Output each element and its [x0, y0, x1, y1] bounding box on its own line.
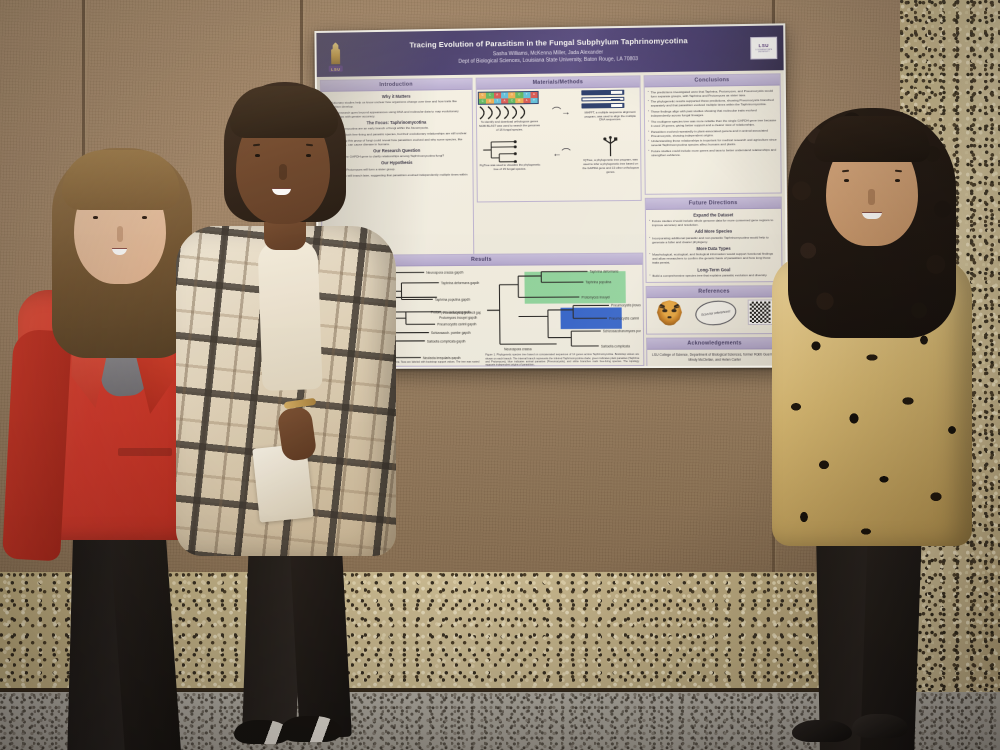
- lsu-tiger-mascot-icon: [655, 300, 683, 325]
- center-presenter-sneaker: [280, 716, 342, 742]
- conclusions-bullet: Parasitism evolved repeatedly in plant-a…: [648, 128, 777, 138]
- section-references: References Scan for references!: [646, 285, 784, 334]
- acknowledgements-text: LSU College of Science, Department of Bi…: [647, 350, 782, 366]
- section-conclusions-body: The predictions investigated were that T…: [645, 86, 781, 194]
- future-directions-subheading: More Data Types: [649, 245, 778, 251]
- methods-caption-iqtree: IQTree, a phylogenetic tree program, was…: [582, 159, 639, 175]
- references-row: Scan for references!: [647, 298, 782, 328]
- right-presenter-flat: [792, 720, 852, 742]
- sequence-alignment-icon: [581, 90, 624, 109]
- poster-banner: LSU Tracing Evolution of Parasitism in t…: [316, 25, 783, 77]
- tower-icon: [329, 42, 342, 64]
- conclusions-bullet: The predictions investigated were that T…: [648, 88, 777, 98]
- species-tree-caption: Figure 1. Phylogenetic species tree base…: [483, 352, 641, 367]
- dna-helix-icon: [478, 105, 539, 120]
- future-directions-subheading: Expand the Dataset: [649, 211, 778, 217]
- svg-text:Saitoella complicata gapdh: Saitoella complicata gapdh: [427, 339, 466, 343]
- section-future-directions: Future Directions Expand the DatasetFutu…: [645, 197, 783, 284]
- methods-caption-mafft: MAFFT, a multiple sequence alignment pro…: [582, 111, 639, 123]
- lsu-box-sub-label: LOUISIANA STATE UNIVERSITY: [751, 49, 776, 54]
- svg-text:Pneumocystis carinii gapdh: Pneumocystis carinii gapdh: [437, 322, 476, 326]
- phylogenetic-tree-icon: [478, 137, 535, 164]
- dna-base-pair: TA: [523, 92, 530, 103]
- svg-text:Taphrina populina gapdh: Taphrina populina gapdh: [435, 298, 471, 302]
- dna-base-pair: AT: [493, 92, 500, 103]
- methods-workflow-figure: GCCGATTAGCCGTAAT To identify and downloa…: [477, 87, 641, 201]
- methods-caption-figtree: FigTree was used to visualize the phylog…: [478, 164, 541, 172]
- section-references-heading: References: [647, 286, 782, 298]
- section-conclusions: Conclusions The predictions investigated…: [644, 73, 782, 195]
- section-future-directions-body: Expand the DatasetFuture studies should …: [646, 209, 782, 282]
- presenter-right: [770, 108, 985, 748]
- future-directions-bullet: Morphological, ecological, and biologica…: [649, 252, 778, 265]
- svg-text:Protomyces inouyei gapdh: Protomyces inouyei gapdh: [439, 316, 477, 320]
- lsu-box-logo: LSU LOUISIANA STATE UNIVERSITY: [750, 37, 777, 60]
- dna-base-pair: AT: [530, 92, 537, 103]
- species-tree-figure: Taphrina deformans Taphrina populina Pro…: [482, 267, 641, 353]
- svg-text:Taphrina populina: Taphrina populina: [585, 280, 611, 284]
- poster-title-block: Tracing Evolution of Parasitism in the F…: [348, 36, 750, 67]
- section-materials-methods: Materials/Methods GCCGATTAGCCGTAAT To id…: [476, 75, 642, 202]
- conclusions-bullet: These findings align with past studies s…: [648, 108, 777, 118]
- center-presenter-inner-top: [257, 239, 322, 391]
- conclusions-bullet: Future studies could include more genes …: [648, 148, 777, 158]
- arrow-right-icon: ⌒→: [552, 105, 570, 118]
- future-directions-subheading: Long-Term Goal: [650, 266, 779, 272]
- future-directions-bullet: Incorporating additional parasitic and n…: [649, 235, 778, 244]
- lsu-memorial-tower-logo: LSU: [322, 37, 348, 71]
- poster-column-right: Conclusions The predictions investigated…: [644, 73, 784, 365]
- svg-text:Taphrina deformans gapdh: Taphrina deformans gapdh: [441, 281, 480, 285]
- methods-step-figtree: FigTree was used to visualize the phylog…: [478, 137, 541, 173]
- svg-text:Schizosacch. pombe gapdh: Schizosacch. pombe gapdh: [431, 331, 471, 335]
- conclusions-bullet: The phylogenetic results supported these…: [648, 98, 777, 108]
- methods-step-mafft: MAFFT, a multiple sequence alignment pro…: [581, 90, 639, 123]
- future-directions-bullet: Future studies should include whole geno…: [649, 218, 778, 227]
- section-acknowledgements-heading: Acknowledgements: [647, 338, 782, 350]
- svg-text:Neurospora crassa gapdh: Neurospora crassa gapdh: [426, 271, 463, 275]
- scan-for-references-bubble: Scan for references!: [693, 298, 737, 327]
- methods-step-iqtree: IQTree, a phylogenetic tree program, was…: [582, 136, 640, 175]
- future-directions-bullet: Build a comprehensive species tree that …: [650, 273, 779, 278]
- conclusions-bullet: Understanding these relationships is imp…: [648, 138, 777, 148]
- methods-step-blast: GCCGATTAGCCGTAAT To identify and downloa…: [478, 91, 541, 133]
- svg-text:Pneumocystis jirovecii: Pneumocystis jirovecii: [611, 303, 641, 307]
- presenter-center: [168, 78, 403, 750]
- svg-text:Neurospora crassa: Neurospora crassa: [504, 347, 532, 351]
- dna-base-pair: TA: [501, 92, 508, 103]
- svg-text:Pneumocystis carinii: Pneumocystis carinii: [609, 316, 639, 320]
- dna-base-pair: CG: [516, 92, 523, 103]
- dna-sequence-icon: GCCGATTAGCCGTAAT: [478, 91, 539, 105]
- future-directions-subheading: Add More Species: [649, 228, 778, 234]
- svg-text:Schizosaccharomyces pombe: Schizosaccharomyces pombe: [603, 329, 641, 333]
- lsu-badge-label: LSU: [328, 66, 343, 72]
- conclusions-bullet: The multigene species tree was more reli…: [648, 118, 777, 128]
- svg-text:Protomyces inouyei: Protomyces inouyei: [581, 295, 610, 299]
- dna-base-pair: GC: [508, 92, 515, 103]
- svg-text:Pneumocystis jirovecii gapdh: Pneumocystis jirovecii gapdh: [443, 310, 481, 314]
- svg-text:Taphrina deformans: Taphrina deformans: [590, 269, 619, 273]
- dna-base-pair: GC: [479, 93, 486, 104]
- left-presenter-arm: [2, 329, 72, 562]
- conference-poster-photo: LSU Tracing Evolution of Parasitism in t…: [0, 0, 1000, 750]
- iqtree-icon: [601, 136, 620, 158]
- results-species-tree: Taphrina deformans Taphrina populina Pro…: [482, 267, 641, 367]
- section-acknowledgements: Acknowledgements LSU College of Science,…: [646, 337, 783, 366]
- dna-base-pair: CG: [486, 93, 493, 104]
- lsu-box-main-label: LSU: [759, 43, 769, 48]
- svg-text:Saitoella complicata: Saitoella complicata: [601, 344, 630, 348]
- arrow-left-icon: ←⌒: [552, 147, 570, 160]
- methods-caption-blast: To identify and download orthologous gen…: [478, 120, 541, 132]
